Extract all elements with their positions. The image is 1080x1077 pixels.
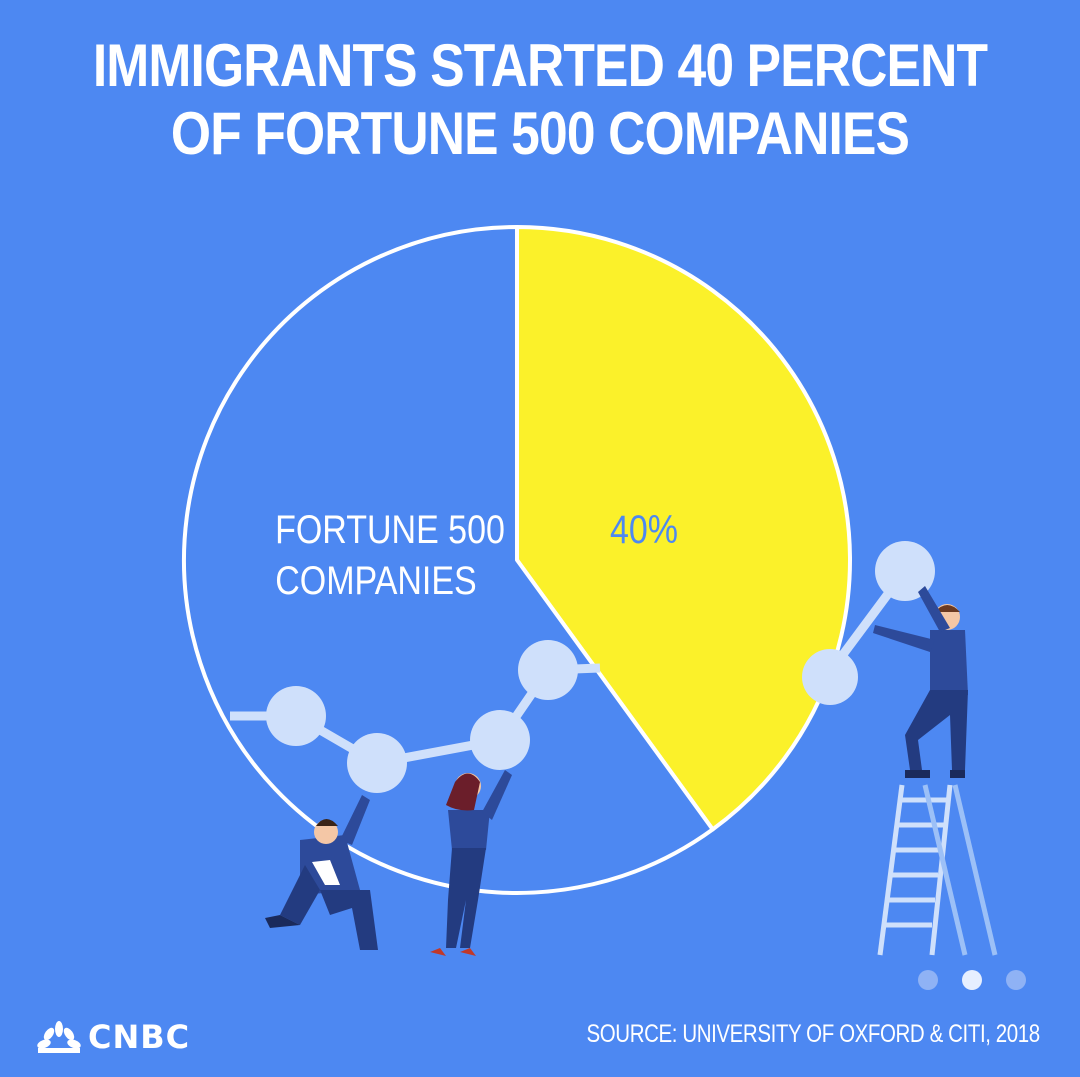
person-kneeling-icon	[265, 795, 378, 950]
decorative-illustration	[230, 541, 998, 956]
brand-name: CNBC	[88, 1018, 191, 1056]
slice-label-40-percent: 40%	[610, 506, 678, 551]
pagination-dot[interactable]	[1006, 970, 1026, 990]
title-line-1: IMMIGRANTS STARTED 40 PERCENT	[92, 32, 988, 99]
network-node	[518, 640, 578, 700]
network-node	[875, 541, 935, 601]
peacock-icon	[37, 1021, 81, 1053]
title-line-2: OF FORTUNE 500 COMPANIES	[170, 100, 910, 167]
pie-slice-40-percent	[515, 225, 852, 832]
network-node	[347, 733, 407, 793]
person-on-ladder-icon	[873, 586, 968, 778]
chart-title: IMMIGRANTS STARTED 40 PERCENT OF FORTUNE…	[76, 32, 1005, 168]
pagination-dots	[918, 970, 1026, 990]
cnbc-logo: CNBC	[36, 1018, 190, 1056]
slice-label-fortune-500-line-1: FORTUNE 500	[275, 506, 505, 551]
slice-label-fortune-500-line-2: COMPANIES	[275, 557, 476, 602]
network-node	[802, 649, 858, 705]
ladder-icon	[877, 784, 998, 956]
pagination-dot-active[interactable]	[962, 970, 982, 990]
network-node	[470, 710, 530, 770]
network-node	[266, 686, 326, 746]
source-note: SOURCE: UNIVERSITY OF OXFORD & CITI, 201…	[586, 1020, 1041, 1048]
person-standing-woman-icon	[430, 770, 512, 956]
pagination-dot[interactable]	[918, 970, 938, 990]
